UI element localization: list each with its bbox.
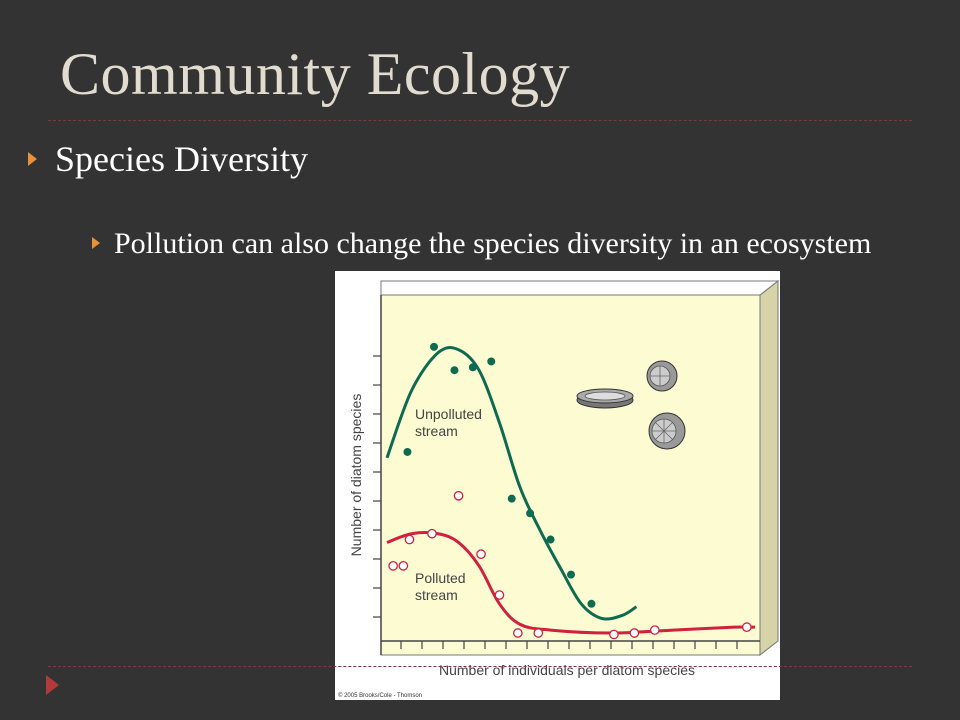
polluted-point [609,629,619,640]
data-points [388,342,752,640]
y-axis-label: Number of diatom species [348,394,364,557]
polluted-point [494,590,505,600]
polluted-point [512,628,523,638]
polluted-point [649,625,660,635]
unpolluted-curve [385,346,638,621]
polluted-point [533,628,544,638]
slide-title: Community Ecology [60,41,571,107]
title-divider [48,120,912,121]
bullet-triangle-icon [28,151,37,166]
diatom-chart-figure: Unpolluted stream Polluted stream Number o… [335,271,780,700]
unpolluted-point [450,366,459,375]
polluted-point [388,560,398,571]
bullet1-text: Species Diversity [55,139,308,179]
y-axis-ticks [373,355,381,618]
unpolluted-point [487,357,496,366]
unpolluted-point [403,447,412,456]
x-axis-label: Number of individuals per diatom species [439,662,695,678]
polluted-point [476,549,486,560]
polluted-point [453,490,464,501]
diatom-chart: Unpolluted stream Polluted stream Number o… [338,279,780,699]
diatom-illustration [576,360,686,450]
polluted-point [427,528,437,539]
figure-credit: © 2005 Brooks/Cole - Thomson [338,692,422,699]
unpolluted-point [546,535,555,544]
chart-box-side [759,279,779,657]
label-polluted-stream: Polluted stream [415,570,466,603]
bullet-pollution: Pollution can also change the species di… [92,222,892,266]
unpolluted-point [468,363,477,372]
unpolluted-point [507,494,516,503]
bullet-triangle-icon [92,237,100,249]
polluted-point [404,534,415,545]
label-unpolluted-stream: Unpolluted stream [415,406,482,439]
bullet-species-diversity: Species Diversity [28,138,308,180]
polluted-point [398,560,409,571]
polluted-point [629,628,640,638]
polluted-point [741,622,752,633]
unpolluted-point [567,570,575,579]
unpolluted-point [526,509,535,518]
chart-plot-panel [380,294,761,656]
bullet2-text: Pollution can also change the species di… [114,227,872,260]
unpolluted-point [587,599,596,608]
slide-nav-triangle-icon [46,675,59,695]
x-axis-ticks [400,641,738,649]
chart-box-top [380,280,780,296]
footer-divider [48,666,912,667]
unpolluted-point [430,342,439,351]
